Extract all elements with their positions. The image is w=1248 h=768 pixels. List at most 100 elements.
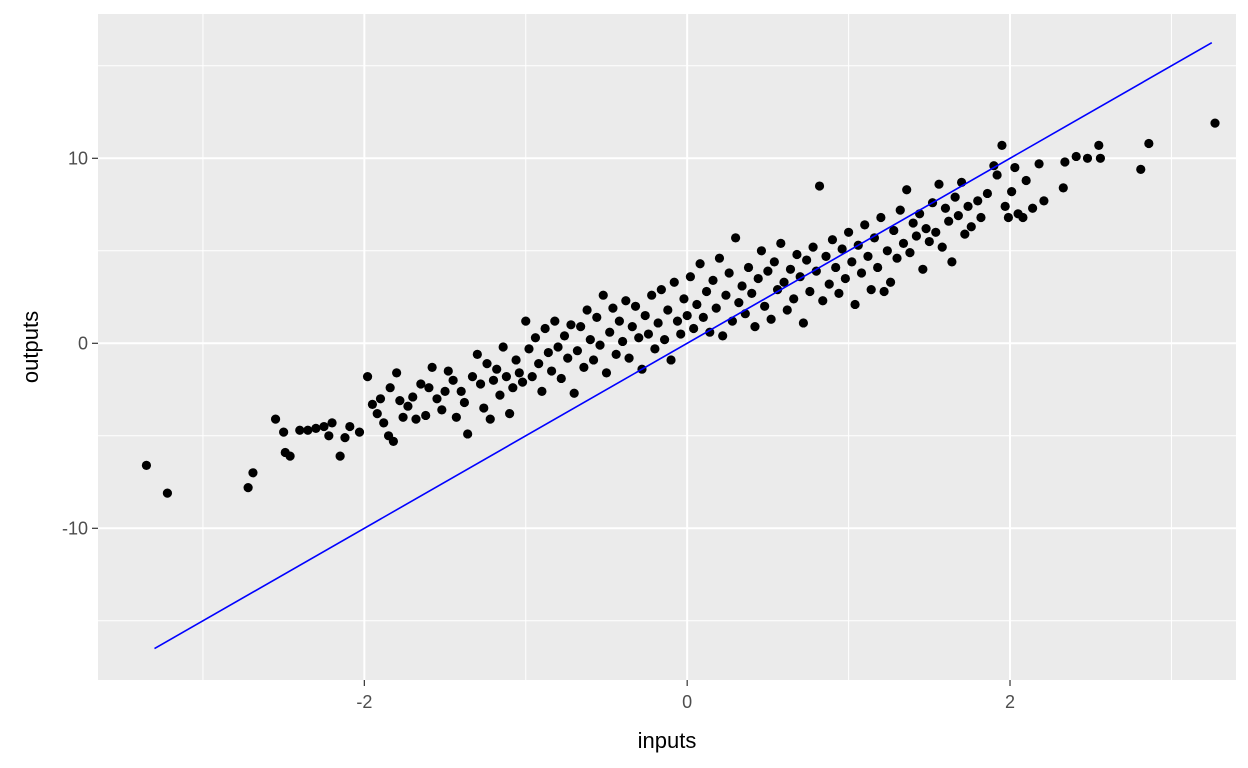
x-axis-title: inputs [638, 728, 697, 753]
data-point [553, 342, 563, 352]
data-point [672, 316, 683, 326]
data-point [611, 349, 621, 359]
data-point [627, 322, 637, 332]
data-point [517, 377, 528, 387]
data-point [395, 396, 405, 406]
data-point [711, 303, 721, 313]
data-point [879, 286, 889, 297]
data-point [576, 322, 586, 332]
data-point [934, 179, 944, 189]
data-point [682, 310, 692, 321]
data-point [966, 222, 976, 232]
data-point [679, 294, 689, 304]
data-point [495, 390, 505, 400]
data-point [440, 386, 450, 396]
data-point [1000, 201, 1010, 211]
data-point [608, 303, 618, 313]
y-axis-title: outputs [18, 311, 43, 383]
data-point [1028, 203, 1038, 213]
data-point [501, 372, 511, 382]
data-point [850, 299, 860, 310]
data-point [763, 266, 773, 276]
plot-panel [98, 14, 1236, 680]
data-point [521, 316, 531, 326]
data-point [947, 257, 957, 267]
data-point [876, 212, 886, 223]
data-point [824, 279, 834, 289]
data-point [1060, 157, 1070, 167]
data-point [653, 318, 663, 328]
data-point [416, 379, 426, 389]
data-point [659, 335, 670, 345]
data-point [424, 383, 434, 393]
data-point [408, 392, 418, 402]
data-point [243, 483, 253, 493]
data-point [756, 246, 767, 256]
data-point [367, 399, 378, 409]
data-point [753, 273, 763, 284]
data-point [398, 412, 408, 422]
reference-line-layer [154, 41, 1213, 650]
data-point [960, 229, 970, 239]
data-point [647, 290, 657, 300]
data-point [579, 362, 589, 372]
data-point [944, 216, 954, 226]
data-point [388, 436, 398, 446]
data-point [1034, 159, 1044, 169]
data-point [931, 227, 941, 237]
minor-gridlines [98, 14, 1236, 680]
data-point [448, 375, 458, 385]
data-point [785, 264, 796, 274]
data-point [392, 368, 402, 378]
data-point [692, 299, 702, 310]
data-point [769, 257, 779, 267]
data-point [614, 316, 624, 326]
data-point [634, 333, 644, 343]
data-point [847, 257, 857, 267]
data-point [808, 242, 818, 252]
data-point [563, 353, 573, 363]
data-point [485, 414, 495, 424]
data-point [385, 383, 395, 393]
data-point [311, 423, 321, 433]
data-point [372, 409, 382, 419]
data-point [1144, 138, 1154, 149]
data-point [814, 181, 825, 191]
data-point [588, 355, 599, 365]
data-point [572, 346, 583, 356]
data-point [953, 211, 963, 221]
x-tick-label: -2 [356, 692, 372, 712]
data-point [750, 322, 760, 332]
data-point [141, 460, 152, 470]
data-point [582, 305, 592, 315]
y-tick-label: 0 [78, 333, 88, 353]
data-point [818, 296, 828, 306]
data-point [873, 262, 883, 273]
data-point [918, 264, 928, 274]
x-tick-label: 2 [1005, 692, 1015, 712]
data-point [327, 418, 337, 428]
data-point [698, 312, 708, 322]
data-point [345, 421, 355, 432]
data-point [432, 394, 442, 404]
data-point [601, 368, 612, 378]
data-point [1039, 196, 1049, 206]
data-point [411, 414, 421, 424]
data-point [863, 251, 873, 261]
data-point [802, 255, 812, 265]
data-point [1010, 162, 1020, 173]
data-point [451, 412, 461, 422]
data-point [997, 140, 1007, 150]
data-point [689, 323, 699, 334]
data-point [776, 238, 786, 248]
data-point [524, 344, 534, 354]
data-point [540, 323, 550, 334]
data-point [666, 355, 676, 365]
y-tick-label: -10 [62, 518, 88, 538]
data-point [766, 314, 776, 324]
data-point [585, 335, 595, 345]
data-point [550, 316, 560, 326]
data-point [543, 347, 553, 358]
data-point [162, 488, 173, 498]
data-point [866, 285, 876, 295]
